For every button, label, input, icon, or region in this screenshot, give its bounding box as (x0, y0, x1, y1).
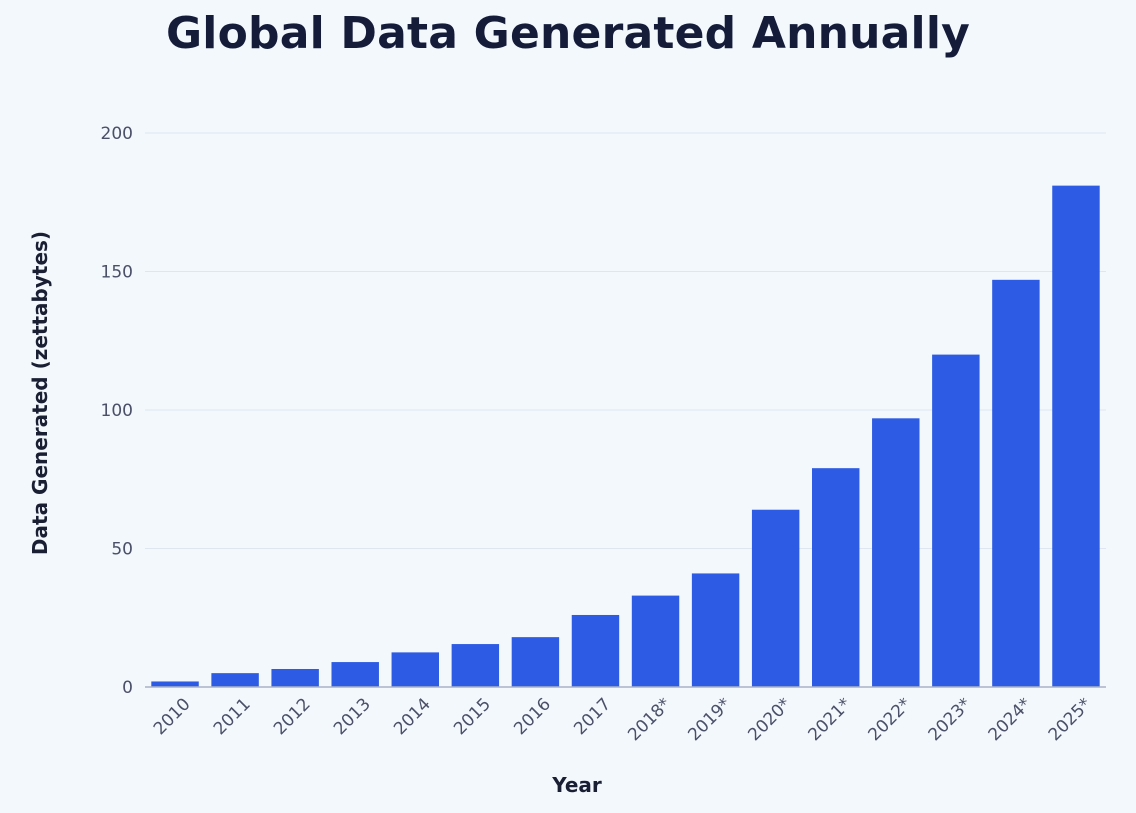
bar-2019-projected (691, 573, 740, 687)
bar-2024-projected (992, 279, 1040, 687)
bar-2011 (211, 673, 259, 687)
bar-2013 (331, 662, 379, 687)
x-tick-label: 2023* (925, 694, 976, 745)
x-tick-labels: 2010 2011 2012 2013 2014 2015 2016 2017 2018* 201… (150, 694, 1096, 745)
x-tick-label: 2011 (210, 694, 255, 739)
x-tick-label: 2014 (390, 694, 435, 739)
x-tick-label: 2024* (985, 694, 1036, 745)
x-tick-label: 2017 (570, 694, 615, 739)
bar-2021-projected (811, 468, 860, 687)
bar-2012 (271, 668, 319, 687)
bar-2014 (391, 652, 440, 687)
x-tick-label: 2018* (624, 694, 675, 745)
x-tick-label: 2025* (1045, 694, 1096, 745)
y-tick-labels: 0 50 100 150 200 (101, 124, 133, 698)
y-tick-label: 0 (122, 678, 133, 698)
bar-2020-projected (751, 509, 800, 687)
x-tick-label: 2015 (450, 694, 495, 739)
x-tick-label: 2010 (150, 694, 195, 739)
bar-2023-projected (932, 354, 980, 687)
x-tick-label: 2022* (865, 694, 916, 745)
x-tick-label: 2021* (805, 694, 856, 745)
y-tick-label: 100 (101, 401, 133, 421)
bar-2016 (511, 637, 560, 687)
bar-2025-projected (1052, 185, 1100, 687)
bar-2015 (451, 644, 500, 687)
chart-title: Global Data Generated Annually (165, 8, 971, 59)
x-tick-label: 2019* (684, 694, 735, 745)
x-tick-label: 2016 (510, 694, 555, 739)
bar-2010 (151, 681, 199, 687)
y-tick-label: 50 (111, 540, 133, 560)
bars (151, 185, 1100, 687)
bar-2017 (571, 614, 620, 687)
y-tick-label: 200 (101, 124, 133, 144)
y-axis-title: Data Generated (zettabytes) (28, 231, 52, 555)
x-tick-label: 2012 (270, 694, 315, 739)
x-axis-title: Year (551, 773, 602, 797)
y-tick-label: 150 (101, 263, 133, 283)
bar-2022-projected (872, 418, 920, 687)
x-tick-label: 2020* (744, 694, 795, 745)
x-tick-label: 2013 (330, 694, 375, 739)
bar-2018-projected (631, 595, 680, 687)
